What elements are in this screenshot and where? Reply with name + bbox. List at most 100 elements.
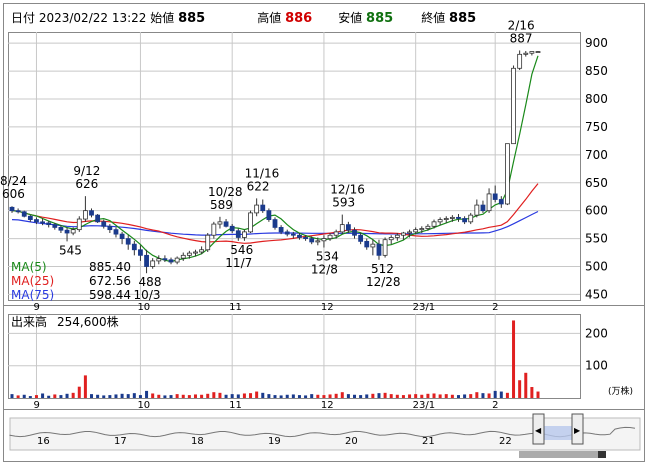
x-tick-label: 12 xyxy=(321,400,334,411)
volume-bar xyxy=(395,394,399,398)
volume-bar xyxy=(181,394,185,398)
candle xyxy=(254,204,260,214)
price-tick-label: 600 xyxy=(585,204,608,218)
overview-scrollbar-thumb[interactable] xyxy=(519,451,598,458)
candle xyxy=(217,221,223,225)
candle xyxy=(517,53,523,69)
volume-bar xyxy=(389,394,393,398)
right-handle-icon: ▶ xyxy=(574,426,581,435)
x-tick-label: 23/1 xyxy=(413,302,435,313)
volume-bar xyxy=(145,390,149,398)
volume-bar xyxy=(255,391,259,398)
volume-bar xyxy=(242,393,246,398)
candle xyxy=(443,218,449,221)
volume-bar xyxy=(383,392,387,398)
volume-bar xyxy=(273,395,277,398)
candle xyxy=(413,229,419,233)
candle xyxy=(345,224,351,231)
volume-bar xyxy=(10,394,14,398)
overview-label: 17 xyxy=(114,436,127,447)
close-label: 終値 xyxy=(421,11,446,25)
candle xyxy=(58,227,64,231)
volume-bar xyxy=(359,395,363,398)
volume-bar xyxy=(365,394,369,398)
candle xyxy=(248,212,253,233)
overview-scrollbar-end[interactable] xyxy=(598,451,606,458)
volume-bar xyxy=(469,394,473,398)
close-value: 885 xyxy=(449,11,477,26)
open-value: 885 xyxy=(178,11,206,26)
volume-bar xyxy=(463,394,467,398)
x-tick-label: 11 xyxy=(229,302,242,313)
candle xyxy=(150,260,156,267)
volume-bar xyxy=(230,394,234,398)
candle xyxy=(309,238,315,243)
volume-bar xyxy=(524,372,528,398)
overview-right-handle[interactable] xyxy=(571,413,584,445)
volume-bar xyxy=(71,392,75,398)
volume-bar xyxy=(114,394,118,398)
candle xyxy=(401,232,406,236)
overview-label: 18 xyxy=(191,436,204,447)
high-value: 886 xyxy=(285,11,313,26)
volume-bar xyxy=(120,393,124,398)
price-tick-label: 800 xyxy=(585,92,608,106)
candle xyxy=(492,193,498,200)
volume-bar xyxy=(102,395,106,398)
price-tick-label: 500 xyxy=(585,260,608,274)
candle xyxy=(162,258,168,261)
candle xyxy=(101,221,107,227)
overview-selection[interactable] xyxy=(535,426,577,440)
volume-bar xyxy=(90,394,94,398)
volume-bar xyxy=(175,394,179,398)
x-tick-label: 9 xyxy=(33,302,39,313)
candle xyxy=(407,231,412,234)
candle xyxy=(76,218,82,231)
low-value-label: 488 xyxy=(139,275,162,289)
high-value-label: 887 xyxy=(510,31,533,45)
low-label: 安値 xyxy=(338,11,363,25)
candle xyxy=(333,231,339,236)
volume-bar xyxy=(267,394,271,398)
candle xyxy=(223,221,229,227)
volume-bar xyxy=(108,395,112,398)
candle xyxy=(205,234,211,251)
volume-tick-label: 200 xyxy=(585,326,608,340)
candle xyxy=(82,210,88,220)
ma-legend-2: MA(75) 598.44 xyxy=(11,288,131,302)
candle xyxy=(511,67,516,145)
volume-bar xyxy=(353,394,357,398)
volume-bar xyxy=(157,394,161,398)
volume-value: 254,600株 xyxy=(57,314,119,329)
date-label: 日付 xyxy=(11,11,36,25)
price-tick-label: 750 xyxy=(585,120,608,134)
volume-bar xyxy=(41,393,45,398)
candle xyxy=(107,225,113,231)
overview-label: 20 xyxy=(345,436,358,447)
overview-left-handle[interactable] xyxy=(532,413,545,445)
candle xyxy=(382,239,388,256)
datetime: 2023/02/22 13:22 xyxy=(38,11,147,25)
volume-bar xyxy=(426,393,430,398)
ma-name: MA(5) xyxy=(11,260,47,274)
overview-label: 21 xyxy=(422,436,435,447)
overview-label: 19 xyxy=(268,436,281,447)
x-tick-label: 2 xyxy=(492,400,498,411)
volume-bar xyxy=(169,395,173,398)
volume-bar xyxy=(22,394,26,398)
candle xyxy=(15,210,21,213)
candle xyxy=(474,204,480,216)
volume-bar xyxy=(138,395,142,398)
volume-bar xyxy=(83,375,87,398)
candle xyxy=(64,229,70,234)
high-date-label: 9/12 xyxy=(73,164,100,178)
volume-bar xyxy=(408,394,412,398)
volume-bar xyxy=(487,393,491,398)
candle xyxy=(138,249,143,256)
x-tick-label: 10 xyxy=(137,400,150,411)
volume-bar xyxy=(132,393,136,398)
volume-bar xyxy=(187,395,191,398)
volume-bar xyxy=(377,393,381,398)
candle xyxy=(468,214,474,223)
